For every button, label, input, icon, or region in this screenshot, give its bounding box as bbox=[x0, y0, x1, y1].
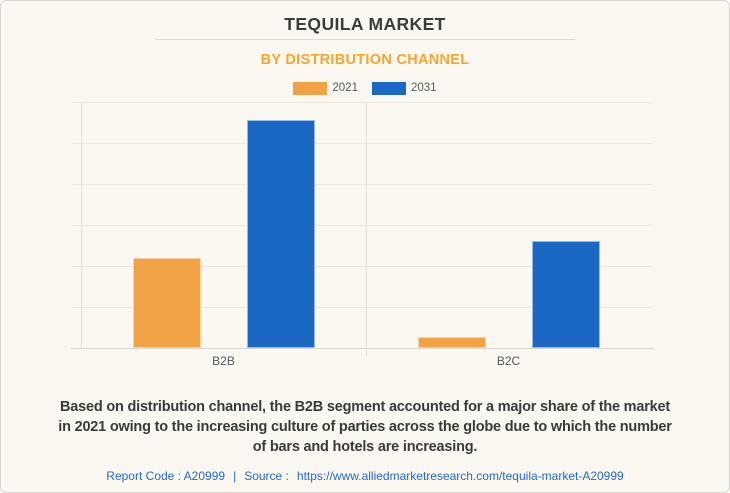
legend-item-2021: 2021 bbox=[293, 81, 358, 95]
gridline bbox=[72, 102, 652, 103]
report-code-text: Report Code : A20999 bbox=[106, 469, 226, 483]
legend-label-2031: 2031 bbox=[411, 82, 437, 94]
footer-separator: | bbox=[233, 469, 237, 483]
category-label-b2c: B2C bbox=[496, 354, 521, 368]
category-separator-line bbox=[366, 102, 367, 356]
annotation-line-3: of bars and hotels are increasing. bbox=[252, 439, 478, 455]
gridline bbox=[72, 266, 652, 267]
source-url-link[interactable]: https://www.alliedmarketresearch.com/teq… bbox=[296, 469, 624, 483]
gridline bbox=[72, 307, 652, 308]
chart-subtitle: BY DISTRIBUTION CHANNEL bbox=[260, 52, 470, 68]
annotation-line-2: in 2021 owing to the increasing culture … bbox=[58, 419, 672, 435]
bar-b2c-2031 bbox=[531, 241, 600, 348]
chart-annotation: Based on distribution channel, the B2B s… bbox=[1, 397, 729, 457]
bar-b2b-2031 bbox=[246, 120, 315, 348]
chart-legend: 2021 2031 bbox=[1, 80, 729, 96]
legend-item-2031: 2031 bbox=[372, 81, 437, 95]
bar-b2b-2021 bbox=[132, 257, 201, 348]
category-label-b2b: B2B bbox=[212, 354, 235, 368]
x-axis-line bbox=[71, 348, 654, 349]
title-divider bbox=[155, 39, 575, 40]
bar-b2c-2021 bbox=[417, 336, 486, 348]
legend-swatch-2031 bbox=[372, 81, 406, 95]
value-axis-line bbox=[81, 102, 82, 348]
annotation-line-1: Based on distribution channel, the B2B s… bbox=[59, 399, 671, 415]
legend-swatch-2021 bbox=[293, 81, 328, 95]
bar-chart-plot: B2B B2C bbox=[1, 1, 729, 391]
chart-title: TEQUILA MARKET bbox=[284, 14, 446, 34]
report-footer: Report Code : A20999 | Source : https://… bbox=[1, 469, 729, 483]
source-label: Source : bbox=[244, 469, 289, 483]
gridline bbox=[72, 184, 652, 185]
legend-label-2021: 2021 bbox=[332, 82, 358, 94]
gridline bbox=[72, 143, 652, 144]
gridline bbox=[72, 225, 652, 226]
